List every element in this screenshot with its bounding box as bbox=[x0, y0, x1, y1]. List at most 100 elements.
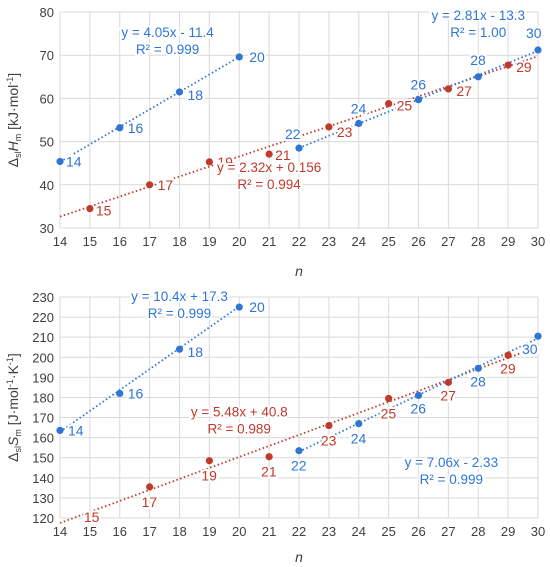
point-label: 16 bbox=[128, 120, 144, 136]
x-tick-label: 22 bbox=[292, 524, 306, 539]
y-axis-label: ΔslSm [J·mol-1·K-1] bbox=[5, 353, 23, 462]
y-tick-label: 220 bbox=[32, 310, 54, 325]
data-point bbox=[385, 99, 393, 108]
data-point bbox=[146, 181, 154, 189]
x-tick-label: 25 bbox=[381, 524, 395, 539]
point-label: 30 bbox=[522, 341, 538, 357]
y-label-unit: ] bbox=[5, 353, 21, 357]
y-tick-label: 50 bbox=[40, 135, 54, 150]
data-point bbox=[355, 419, 363, 428]
x-tick-label: 21 bbox=[262, 524, 276, 539]
trend-equation: y = 4.05x - 11.4 bbox=[121, 25, 214, 40]
point-label: 23 bbox=[321, 433, 337, 449]
y-label-unit: ·K bbox=[5, 364, 21, 379]
y-tick-label: 130 bbox=[32, 491, 54, 506]
point-label: 15 bbox=[96, 203, 112, 219]
y-label-sub: sl bbox=[13, 151, 23, 158]
point-label: 25 bbox=[381, 405, 397, 421]
trendline-0 bbox=[59, 56, 240, 163]
data-point bbox=[265, 150, 273, 158]
x-tick-label: 19 bbox=[202, 234, 216, 249]
trend-equation: y = 10.4x + 17.3 bbox=[131, 289, 228, 304]
point-label: 29 bbox=[516, 59, 532, 75]
point-label: 17 bbox=[158, 177, 174, 193]
point-label: 26 bbox=[411, 400, 427, 416]
data-point bbox=[474, 73, 482, 81]
trend-r-squared: R² = 0.994 bbox=[237, 177, 301, 192]
y-tick-label: 40 bbox=[40, 178, 54, 193]
point-label: 30 bbox=[526, 25, 542, 41]
data-point bbox=[235, 303, 243, 311]
y-tick-label: 30 bbox=[40, 221, 54, 236]
x-tick-label: 28 bbox=[471, 524, 485, 539]
point-label: 27 bbox=[456, 83, 472, 99]
x-tick-label: 18 bbox=[172, 524, 186, 539]
x-tick-label: 15 bbox=[83, 524, 97, 539]
x-tick-label: 29 bbox=[501, 234, 515, 249]
x-tick-label: 18 bbox=[172, 234, 186, 249]
x-tick-label: 26 bbox=[411, 234, 425, 249]
data-point bbox=[205, 158, 213, 166]
y-tick-label: 80 bbox=[40, 5, 54, 20]
point-label: 24 bbox=[351, 100, 367, 116]
data-point bbox=[56, 426, 64, 435]
trend-equation: y = 2.32x + 0.156 bbox=[217, 160, 321, 175]
x-tick-label: 16 bbox=[113, 524, 127, 539]
y-tick-label: 120 bbox=[32, 511, 54, 526]
trend-equation: y = 2.81x - 13.3 bbox=[432, 8, 525, 23]
data-point bbox=[414, 391, 423, 400]
point-label: 20 bbox=[249, 299, 265, 315]
x-tick-label: 27 bbox=[441, 524, 455, 539]
chart-bottom-entropy: 14 15 16 17 18 19 20 21 22 23 24 25 26 27 28 29 30 120 130… bbox=[5, 287, 545, 565]
trendline-0 bbox=[59, 305, 240, 433]
y-tick-label: 230 bbox=[32, 290, 54, 305]
x-tick-label: 14 bbox=[53, 524, 67, 539]
x-axis-label: n bbox=[295, 263, 303, 279]
data-point bbox=[86, 510, 94, 518]
y-tick-label: 60 bbox=[40, 91, 54, 106]
point-label: 21 bbox=[275, 147, 291, 163]
point-label: 14 bbox=[68, 422, 84, 438]
point-label: 24 bbox=[351, 431, 367, 447]
data-point bbox=[325, 123, 333, 131]
x-tick-label: 30 bbox=[531, 234, 545, 249]
chart-top-enthalpy: 14 15 16 17 18 19 20 21 22 23 24 25 26 27 28 29 30304050… bbox=[5, 5, 545, 279]
y-tick-label: 210 bbox=[32, 330, 54, 345]
x-tick-label: 25 bbox=[381, 234, 395, 249]
x-tick-label: 14 bbox=[53, 234, 67, 249]
data-point bbox=[175, 345, 184, 353]
y-tick-label: 150 bbox=[32, 451, 54, 466]
y-axis-label: ΔslHm [kJ·mol-1] bbox=[5, 73, 23, 167]
data-point bbox=[534, 332, 542, 340]
y-tick-label: 140 bbox=[32, 471, 54, 486]
trend-r-squared: R² = 0.999 bbox=[420, 472, 483, 487]
x-tick-label: 16 bbox=[113, 234, 127, 249]
x-tick-label: 19 bbox=[202, 524, 216, 539]
y-tick-label: 160 bbox=[32, 431, 54, 446]
data-point bbox=[444, 85, 452, 93]
x-tick-label: 23 bbox=[322, 524, 336, 539]
trend-r-squared: R² = 1.00 bbox=[450, 25, 506, 40]
x-tick-label: 15 bbox=[83, 234, 97, 249]
data-point bbox=[146, 483, 154, 491]
x-tick-label: 26 bbox=[411, 524, 425, 539]
point-label: 20 bbox=[249, 49, 265, 65]
point-label: 28 bbox=[470, 52, 486, 68]
point-label: 18 bbox=[188, 344, 204, 360]
point-label: 16 bbox=[128, 385, 144, 401]
point-label: 15 bbox=[84, 509, 100, 525]
y-tick-label: 170 bbox=[32, 411, 54, 426]
y-tick-label: 180 bbox=[32, 390, 54, 405]
y-label-sup: -1 bbox=[5, 357, 15, 365]
point-label: 22 bbox=[291, 458, 307, 474]
trend-r-squared: R² = 0.989 bbox=[208, 422, 271, 437]
point-label: 21 bbox=[261, 464, 277, 480]
x-tick-label: 28 bbox=[471, 234, 485, 249]
trend-r-squared: R² = 0.999 bbox=[136, 42, 199, 57]
trend-r-squared: R² = 0.999 bbox=[148, 306, 211, 321]
data-point bbox=[116, 124, 124, 132]
y-label-unit: [J·mol bbox=[5, 387, 21, 429]
data-point bbox=[444, 378, 452, 386]
data-point bbox=[235, 53, 243, 61]
